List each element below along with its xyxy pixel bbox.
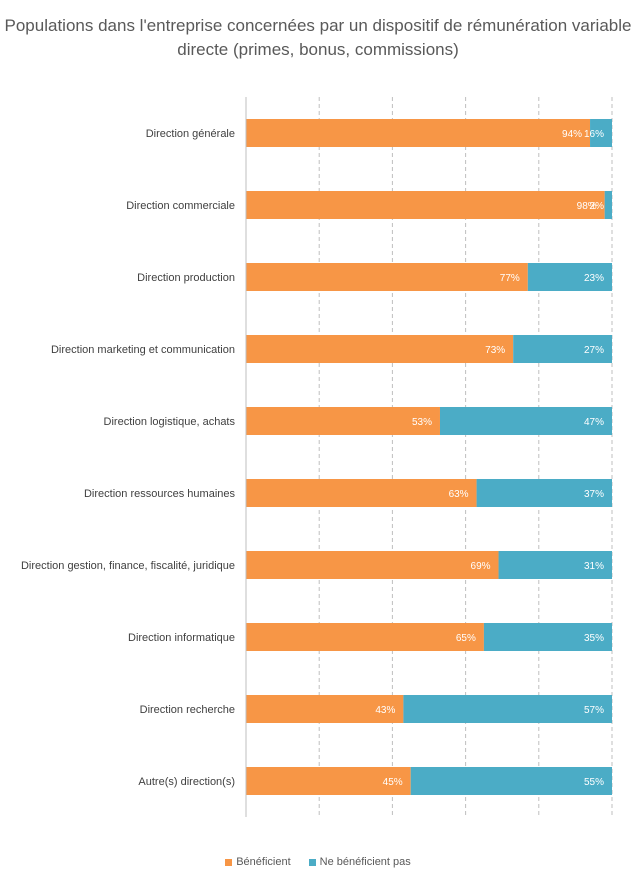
data-label-ne-beneficient-pas: 2%: [590, 201, 605, 212]
legend-item-ne-beneficient-pas: Ne bénéficient pas: [308, 856, 411, 868]
category-label: Autre(s) direction(s): [138, 776, 235, 788]
data-label-ne-beneficient-pas: 23%: [584, 273, 604, 284]
category-label: Direction logistique, achats: [104, 416, 236, 428]
category-label: Direction production: [137, 272, 235, 284]
legend-swatch-beneficient: [225, 858, 233, 866]
data-label-beneficient: 94%: [562, 129, 582, 140]
data-label-ne-beneficient-pas: 55%: [584, 777, 604, 788]
data-label-ne-beneficient-pas: 37%: [584, 489, 604, 500]
bar-ne-beneficient-pas: [498, 551, 612, 579]
data-label-ne-beneficient-pas: 35%: [584, 633, 604, 644]
chart-title: Populations dans l'entreprise concernées…: [4, 16, 632, 59]
bar-ne-beneficient-pas: [483, 623, 612, 651]
bar-ne-beneficient-pas: [590, 119, 612, 147]
category-label: Direction recherche: [140, 704, 235, 716]
data-label-beneficient: 65%: [456, 633, 476, 644]
category-label: Direction marketing et communication: [51, 344, 235, 356]
bar-beneficient: [246, 407, 440, 435]
legend-swatch-ne-beneficient-pas: [308, 858, 316, 866]
data-label-ne-beneficient-pas: 57%: [584, 705, 604, 716]
bar-ne-beneficient-pas: [403, 695, 612, 723]
bar-ne-beneficient-pas: [527, 263, 612, 291]
category-label: Direction générale: [146, 128, 235, 140]
bar-beneficient: [246, 335, 514, 363]
bar-beneficient: [246, 479, 477, 507]
data-label-beneficient: 73%: [485, 345, 505, 356]
bar-beneficient: [246, 551, 499, 579]
category-label: Direction commerciale: [126, 200, 235, 212]
data-label-beneficient: 63%: [449, 489, 469, 500]
data-label-beneficient: 69%: [471, 561, 491, 572]
category-label: Direction ressources humaines: [84, 488, 236, 500]
category-label: Direction informatique: [128, 632, 235, 644]
bar-ne-beneficient-pas: [604, 191, 612, 219]
bar-beneficient: [246, 767, 411, 795]
data-label-beneficient: 53%: [412, 417, 432, 428]
data-label-beneficient: 45%: [383, 777, 403, 788]
data-label-ne-beneficient-pas: 47%: [584, 417, 604, 428]
bar-beneficient: [246, 623, 484, 651]
bar-beneficient: [246, 191, 605, 219]
category-label: Direction gestion, finance, fiscalité, j…: [21, 560, 235, 572]
bar-ne-beneficient-pas: [439, 407, 612, 435]
data-label-ne-beneficient-pas: 31%: [584, 561, 604, 572]
data-label-ne-beneficient-pas: 27%: [584, 345, 604, 356]
bar-beneficient: [246, 119, 591, 147]
data-label-beneficient: 98%: [577, 201, 597, 212]
data-label-ne-beneficient-pas: 16%: [584, 129, 604, 140]
bar-ne-beneficient-pas: [410, 767, 612, 795]
bar-ne-beneficient-pas: [513, 335, 612, 363]
legend-label-beneficient: Bénéficient: [236, 856, 291, 868]
legend: Bénéficient Ne bénéficient pas: [0, 856, 636, 868]
data-label-beneficient: 77%: [500, 273, 520, 284]
bar-beneficient: [246, 695, 404, 723]
bar-beneficient: [246, 263, 528, 291]
legend-item-beneficient: Bénéficient: [225, 856, 291, 868]
bar-ne-beneficient-pas: [476, 479, 612, 507]
data-label-beneficient: 43%: [375, 705, 395, 716]
legend-label-ne-beneficient-pas: Ne bénéficient pas: [319, 856, 411, 868]
